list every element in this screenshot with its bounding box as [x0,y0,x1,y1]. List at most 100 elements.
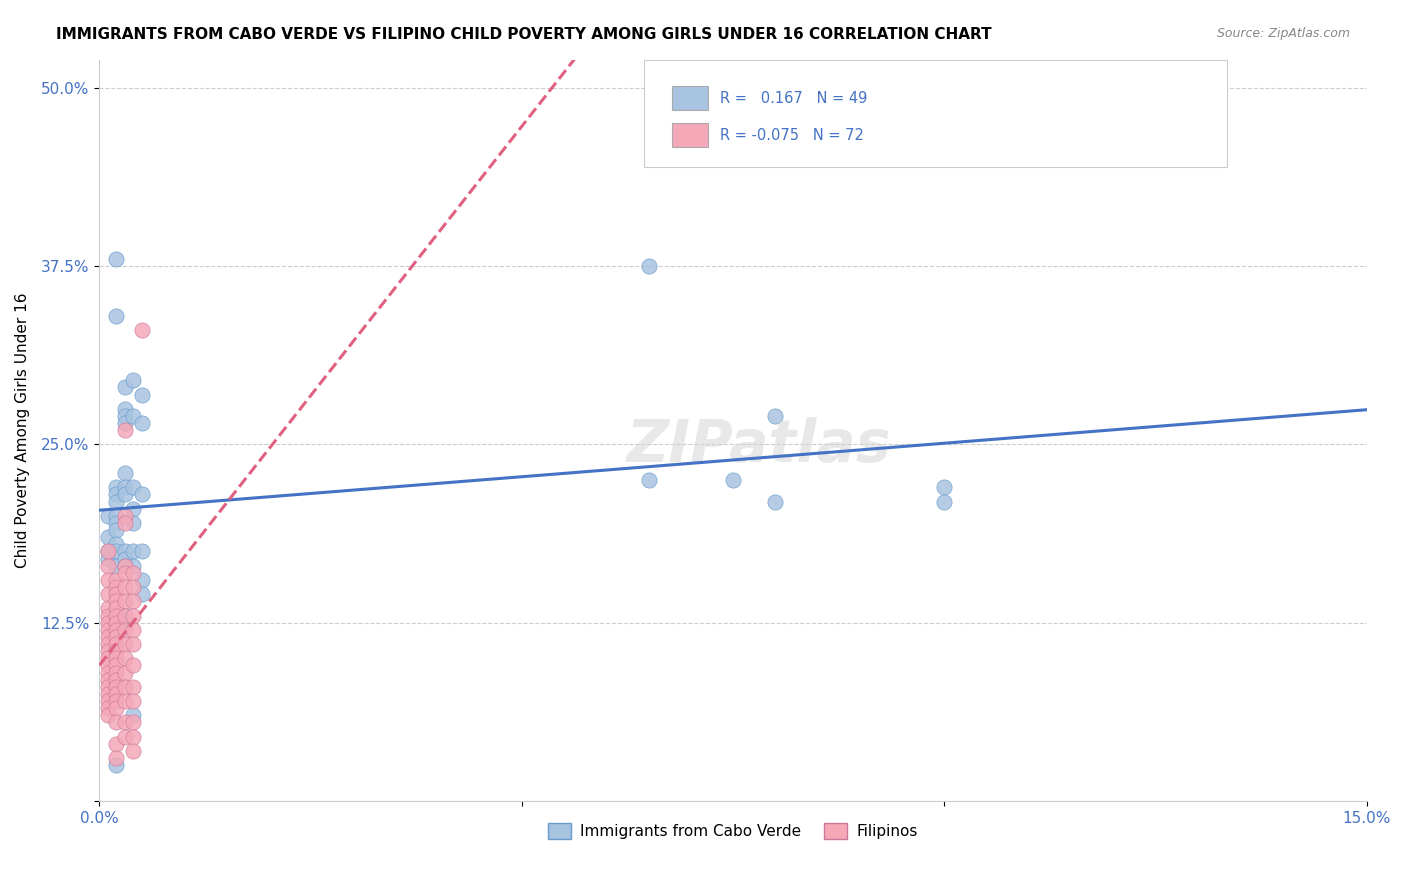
Point [114,423,136,437]
Point [114,566,136,580]
Point [122,680,145,694]
Point [97,544,120,558]
Point [131,416,153,430]
Point [122,566,145,580]
Point [97,623,120,637]
Point [105,537,128,551]
Point [97,630,120,644]
Point [105,508,128,523]
Point [97,508,120,523]
Point [105,252,128,267]
Point [131,387,153,401]
Point [97,644,120,658]
Point [114,615,136,630]
Point [97,665,120,680]
Point [122,480,145,494]
Point [97,544,120,558]
Point [105,637,128,651]
Point [122,623,145,637]
Point [114,466,136,480]
Point [131,587,153,601]
Point [97,608,120,623]
Point [122,715,145,730]
Point [114,544,136,558]
Point [105,309,128,323]
Point [114,409,136,423]
Point [105,587,128,601]
Point [97,530,120,544]
Point [114,508,136,523]
Point [97,558,120,573]
Point [97,651,120,665]
Point [105,480,128,494]
Point [637,473,659,487]
Point [105,573,128,587]
Point [114,401,136,416]
Point [105,701,128,715]
Point [97,615,120,630]
Point [97,694,120,708]
Point [105,694,128,708]
Point [105,623,128,637]
Text: R =   0.167   N = 49: R = 0.167 N = 49 [720,91,868,105]
Point [105,687,128,701]
Point [105,751,128,765]
Point [114,551,136,566]
Text: R = -0.075   N = 72: R = -0.075 N = 72 [720,128,865,143]
Point [122,708,145,723]
Point [105,487,128,501]
Point [114,665,136,680]
Point [122,409,145,423]
Point [97,701,120,715]
Point [114,608,136,623]
Point [114,608,136,623]
Point [114,416,136,430]
Point [122,558,145,573]
Point [131,544,153,558]
Point [97,673,120,687]
Point [105,665,128,680]
Text: ZIPatlas: ZIPatlas [626,417,890,474]
Point [97,680,120,694]
Point [122,608,145,623]
Point [122,744,145,758]
Point [105,630,128,644]
Point [97,637,120,651]
Point [105,516,128,530]
Point [122,658,145,673]
Point [97,551,120,566]
Point [122,594,145,608]
Point [122,730,145,744]
Y-axis label: Child Poverty Among Girls Under 16: Child Poverty Among Girls Under 16 [15,293,30,568]
Point [114,594,136,608]
Point [114,715,136,730]
Point [114,651,136,665]
Point [114,380,136,394]
Point [105,673,128,687]
Point [721,473,744,487]
Point [763,409,786,423]
Point [105,558,128,573]
Point [105,523,128,537]
Point [97,708,120,723]
Point [122,694,145,708]
Point [105,615,128,630]
Point [934,494,956,508]
Point [763,494,786,508]
Point [131,487,153,501]
Point [105,594,128,608]
Point [122,501,145,516]
Point [97,601,120,615]
Point [114,730,136,744]
Point [122,516,145,530]
Point [114,637,136,651]
Legend: Immigrants from Cabo Verde, Filipinos: Immigrants from Cabo Verde, Filipinos [543,817,924,845]
Point [114,580,136,594]
Point [105,651,128,665]
Point [97,687,120,701]
Point [637,260,659,274]
Point [105,715,128,730]
Point [114,516,136,530]
Point [105,580,128,594]
Point [105,737,128,751]
